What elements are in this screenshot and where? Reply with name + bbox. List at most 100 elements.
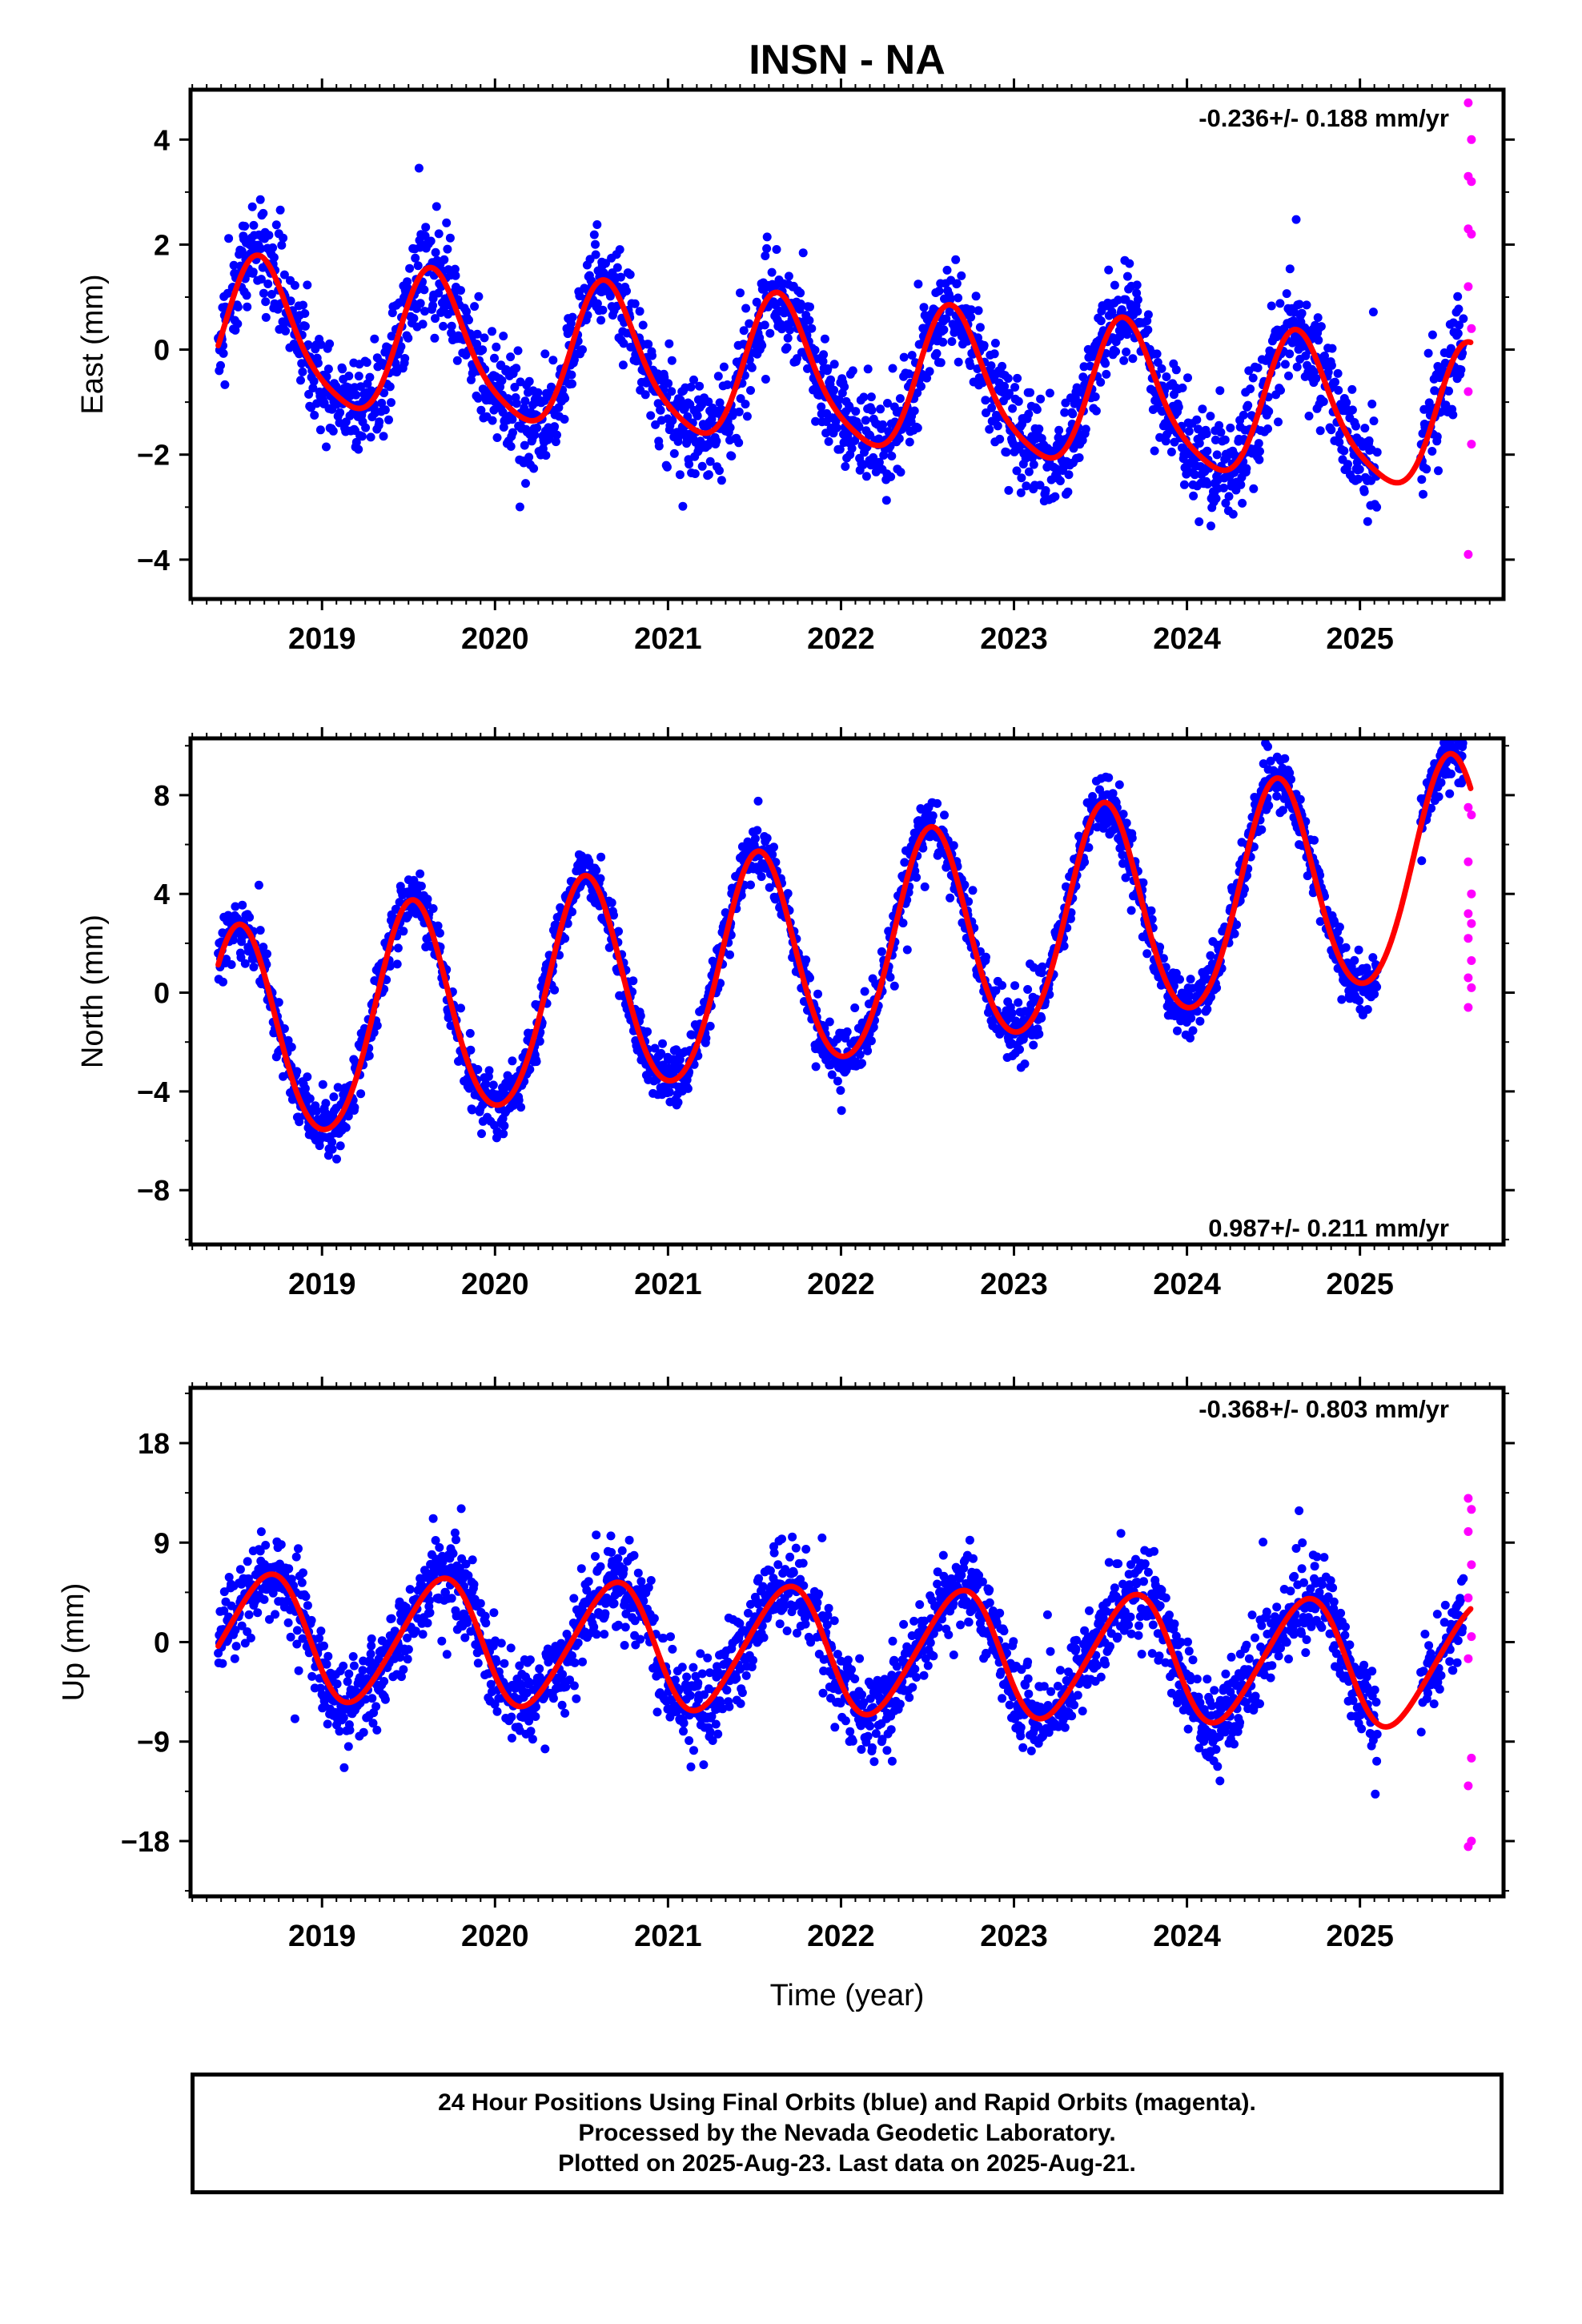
- east-data-point: [1448, 410, 1458, 420]
- north-data-point: [1335, 923, 1344, 932]
- up-data-point: [261, 1541, 271, 1550]
- north-data-point: [1341, 943, 1351, 952]
- north-rapid-point: [1467, 810, 1476, 820]
- east-ytick-labels: 4 2 0 −2 −4: [137, 123, 170, 577]
- up-data-point: [387, 1614, 396, 1623]
- east-data-point: [1275, 299, 1285, 308]
- east-data-point: [850, 436, 860, 445]
- east-data-point: [866, 392, 876, 402]
- east-data-point: [1327, 425, 1336, 435]
- east-data-point: [488, 327, 496, 336]
- east-data-point: [512, 364, 521, 373]
- east-data-point: [447, 321, 456, 331]
- east-data-point: [1090, 392, 1100, 401]
- east-data-point: [667, 387, 677, 396]
- east-data-point: [1207, 521, 1215, 531]
- north-ytick-labels: 8 4 0 −4 −8: [137, 779, 170, 1207]
- north-rapid-point: [1464, 934, 1473, 943]
- east-data-point: [1221, 498, 1231, 508]
- east-data-point: [811, 416, 821, 426]
- east-data-point: [296, 376, 305, 385]
- east-data-point: [385, 382, 395, 392]
- east-data-point: [261, 312, 271, 322]
- east-data-point: [1195, 517, 1204, 526]
- east-data-point: [432, 202, 441, 211]
- east-data-point: [1280, 360, 1290, 369]
- north-data-point: [753, 826, 762, 835]
- east-data-point: [641, 378, 651, 388]
- east-data-point: [1174, 402, 1183, 412]
- east-data-point: [932, 348, 942, 358]
- east-data-point: [1054, 425, 1064, 435]
- east-data-point: [1202, 429, 1211, 439]
- east-data-point: [1162, 372, 1171, 381]
- north-data-point: [1372, 982, 1382, 991]
- north-data-point: [341, 1123, 351, 1132]
- east-data-point: [1010, 383, 1020, 392]
- east-data-point: [741, 400, 750, 409]
- north-data-point: [435, 928, 444, 938]
- east-data-point: [478, 345, 488, 355]
- east-data-point: [255, 195, 265, 204]
- east-xtick-label: 2020: [461, 622, 529, 656]
- north-rapid-point: [1464, 909, 1473, 919]
- east-data-point: [1166, 447, 1176, 456]
- east-data-point: [1194, 424, 1203, 434]
- east-data-point: [1064, 470, 1074, 480]
- east-data-point: [1453, 292, 1463, 301]
- east-data-point: [747, 363, 757, 372]
- east-data-point: [1096, 316, 1106, 326]
- east-data-point: [1364, 436, 1374, 445]
- east-data-point: [993, 421, 1002, 431]
- east-data-point: [269, 253, 279, 262]
- east-ticks: [179, 78, 1515, 610]
- north-data-point: [1038, 962, 1047, 971]
- up-data-point: [366, 1649, 375, 1659]
- east-data-point: [1104, 265, 1114, 275]
- north-xtick-label: 2019: [288, 1268, 356, 1301]
- east-data-point: [1068, 409, 1078, 419]
- east-data-point: [894, 434, 904, 444]
- east-data-point: [640, 390, 650, 400]
- north-data-point: [825, 1017, 834, 1027]
- east-data-point: [569, 355, 579, 364]
- north-data-point: [481, 1080, 491, 1089]
- east-data-point: [648, 351, 656, 360]
- east-data-point: [1282, 289, 1291, 299]
- east-data-point: [400, 354, 410, 363]
- east-data-point: [442, 218, 452, 227]
- east-data-point: [1430, 386, 1439, 396]
- north-data-point: [385, 962, 395, 971]
- east-data-point: [1216, 428, 1226, 437]
- east-data-point: [1078, 436, 1087, 445]
- up-data-point: [244, 1610, 254, 1619]
- east-data-point: [913, 279, 923, 289]
- east-data-point: [829, 360, 839, 369]
- north-data-point: [249, 963, 259, 971]
- east-data-point: [741, 304, 751, 313]
- east-data-point: [1045, 388, 1054, 398]
- north-ytick-label: −8: [137, 1174, 170, 1207]
- east-data-point: [979, 340, 989, 350]
- east-data-point: [798, 248, 808, 258]
- east-data-point: [1314, 336, 1323, 345]
- north-data-point: [416, 869, 425, 879]
- east-data-point: [506, 352, 516, 362]
- north-data-point: [1436, 778, 1446, 787]
- up-data-point: [380, 1695, 390, 1704]
- east-data-point: [1360, 424, 1370, 433]
- east-data-point: [1315, 426, 1325, 436]
- north-data-point: [940, 810, 949, 820]
- north-data-point: [327, 1137, 337, 1147]
- north-data-point: [1203, 1004, 1212, 1014]
- north-data-point: [550, 985, 560, 995]
- east-data-point: [951, 255, 961, 264]
- north-data-point: [1029, 1040, 1038, 1050]
- east-data-point: [379, 388, 389, 398]
- east-data-point: [1253, 363, 1263, 372]
- north-data-point: [1263, 742, 1272, 751]
- north-data-point: [456, 1003, 465, 1013]
- east-data-point: [1285, 349, 1295, 359]
- east-data-point: [858, 460, 868, 469]
- east-data-point: [552, 430, 561, 440]
